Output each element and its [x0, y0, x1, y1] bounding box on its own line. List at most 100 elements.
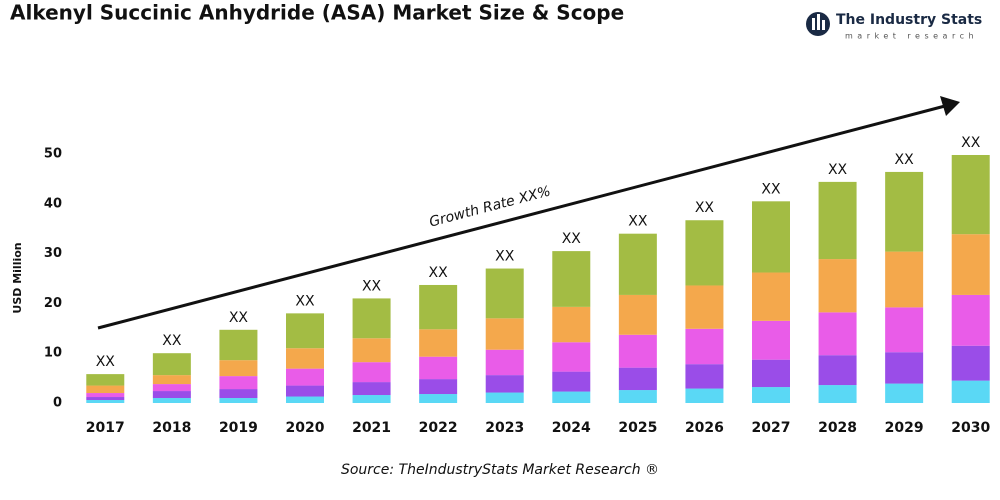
bar-segment — [219, 360, 258, 377]
bar-segment — [219, 376, 258, 390]
bar-label: XX — [362, 278, 382, 294]
bar-label: XX — [96, 354, 116, 370]
growth-arrowhead — [940, 96, 960, 116]
y-tick-label: 0 — [53, 396, 62, 411]
bar-segment — [685, 364, 724, 389]
bar-label: XX — [429, 265, 449, 281]
bar-label: XX — [628, 214, 648, 230]
bar-segment — [885, 307, 924, 353]
bar-segment — [951, 234, 990, 295]
bar-segment — [818, 312, 857, 356]
bar-segment — [752, 201, 790, 273]
logo-icon-bar — [817, 14, 820, 30]
bar-label: XX — [295, 293, 315, 309]
logo: The Industry Stats market research — [806, 12, 982, 41]
bar-segment — [618, 294, 657, 335]
y-tick-label: 30 — [44, 246, 62, 261]
bar-segment — [152, 375, 191, 385]
bar-segment — [951, 294, 990, 346]
bar-segment — [352, 338, 391, 363]
bar-segment — [885, 171, 924, 252]
bar-segment — [685, 220, 724, 286]
x-tick-label: 2029 — [885, 420, 924, 436]
bar-segment — [286, 313, 324, 349]
x-tick-label: 2023 — [485, 420, 524, 436]
bar-segment — [951, 154, 990, 235]
growth-annotation: Growth Rate XX% — [428, 183, 553, 230]
bar-segment — [818, 385, 857, 403]
bar-segment — [152, 353, 191, 376]
source: Source: TheIndustryStats Market Research… — [341, 462, 659, 478]
bar-segment — [685, 328, 724, 365]
bar-segment — [86, 400, 125, 403]
bar-segment — [818, 181, 857, 260]
bar-segment — [485, 392, 524, 403]
bar-segment — [152, 398, 191, 403]
x-tick-label: 2019 — [219, 420, 258, 436]
bar-segment — [752, 387, 790, 403]
x-tick-label: 2030 — [951, 420, 990, 436]
logo-icon-bar — [812, 18, 815, 30]
chart-title: Alkenyl Succinic Anhydride (ASA) Market … — [10, 1, 624, 25]
bar-segment — [885, 251, 924, 308]
bar-segment — [552, 342, 591, 372]
y-tick-label: 20 — [44, 296, 62, 311]
bar-label: XX — [162, 333, 182, 349]
bar-segment — [552, 306, 591, 343]
bar-segment — [286, 368, 324, 386]
bar-label: XX — [562, 231, 582, 247]
x-tick-label: 2022 — [419, 420, 458, 436]
bar-segment — [286, 396, 324, 403]
bar-segment — [552, 371, 591, 392]
bar-segment — [219, 389, 258, 399]
bar-segment — [951, 345, 990, 381]
y-tick-label: 50 — [44, 147, 62, 162]
bar-segment — [86, 374, 125, 386]
bar-segment — [286, 385, 324, 397]
x-tick-label: 2020 — [286, 420, 325, 436]
bar-label: XX — [495, 249, 515, 265]
growth-arrow — [97, 104, 946, 330]
bar-segment — [86, 393, 125, 398]
x-tick-label: 2028 — [818, 420, 857, 436]
bar-segment — [685, 285, 724, 329]
x-tick-label: 2018 — [152, 420, 191, 436]
bar-segment — [352, 362, 391, 383]
y-axis-label: USD Million — [11, 242, 24, 313]
bar-segment — [485, 349, 524, 376]
bar-segment — [485, 375, 524, 393]
bar-segment — [885, 383, 924, 403]
logo-icon-bar — [822, 20, 825, 30]
bar-segment — [618, 233, 657, 295]
bar-segment — [951, 380, 990, 403]
bar-segment — [352, 382, 391, 396]
bar-segment — [752, 320, 790, 360]
brand-name: The Industry Stats — [836, 12, 982, 28]
x-tick-label: 2025 — [618, 420, 657, 436]
x-tick-label: 2024 — [552, 420, 591, 436]
bar-segment — [419, 329, 458, 357]
bar-segment — [618, 390, 657, 403]
bar-label: XX — [695, 200, 715, 216]
bar-segment — [885, 352, 924, 384]
bar-label: XX — [229, 310, 249, 326]
bar-segment — [618, 367, 657, 391]
brand-tagline: market research — [845, 32, 978, 41]
bar-segment — [419, 394, 458, 403]
bar-segment — [419, 379, 458, 395]
bar-segment — [352, 395, 391, 403]
bar-segment — [618, 334, 657, 368]
bar-segment — [552, 251, 591, 307]
bar-segment — [485, 318, 524, 350]
bar-segment — [86, 385, 125, 394]
bar-segment — [818, 259, 857, 313]
y-tick-label: 40 — [44, 196, 62, 211]
bar-label: XX — [761, 181, 781, 197]
bar-segment — [86, 397, 125, 401]
bar-segment — [219, 329, 258, 361]
bar-segment — [818, 355, 857, 386]
x-tick-label: 2027 — [752, 420, 791, 436]
y-tick-label: 10 — [44, 346, 62, 361]
x-tick-label: 2026 — [685, 420, 724, 436]
